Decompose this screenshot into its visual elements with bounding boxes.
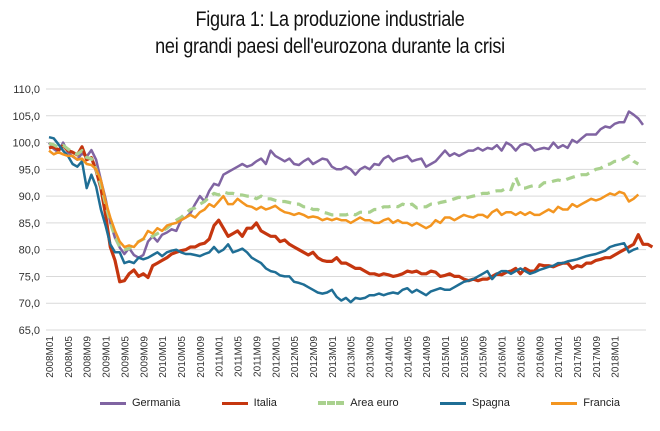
y-tick-label: 80,0	[19, 245, 40, 257]
legend-swatch	[100, 401, 126, 405]
x-tick-label: 2011M01	[215, 336, 226, 377]
x-tick-label: 2009M09	[139, 336, 150, 378]
y-tick-label: 100,0	[12, 138, 40, 150]
y-tick-label: 70,0	[19, 298, 40, 310]
legend-label: Area euro	[350, 397, 399, 409]
x-tick-label: 2015M09	[479, 336, 490, 378]
x-tick-label: 2010M09	[196, 336, 207, 378]
x-tick-label: 2009M05	[120, 336, 131, 378]
legend-item-francia: Francia	[551, 397, 620, 409]
legend-swatch	[551, 401, 578, 405]
x-tick-label: 2015M05	[460, 336, 471, 378]
x-tick-label: 2010M01	[158, 336, 169, 378]
legend-item-area-euro: Area euro	[318, 397, 399, 409]
y-axis-ticks: 65,0 70,0 75,0 80,0 85,0 90,0 95,0 100,0 105,0 11…	[12, 84, 40, 337]
legend-swatch	[439, 401, 466, 405]
legend-label: Spagna	[471, 397, 510, 409]
legend-label: Italia	[253, 397, 277, 409]
y-tick-label: 75,0	[19, 271, 40, 283]
y-tick-label: 85,0	[19, 218, 40, 230]
chart-legend: Germania Italia Area euro Spagna Francia	[100, 397, 620, 409]
legend-swatch	[318, 401, 345, 405]
series-line-francia	[48, 149, 640, 249]
x-tick-label: 2015M01	[441, 336, 452, 378]
legend-item-germania: Germania	[100, 397, 180, 409]
x-tick-label: 2013M01	[328, 336, 339, 378]
series-line-area-euro	[48, 142, 640, 252]
x-tick-label: 2013M05	[347, 336, 358, 378]
x-tick-label: 2010M05	[177, 336, 188, 378]
x-tick-label: 2016M05	[516, 336, 527, 378]
chart-title: Figura 1: La produzione industriale nei …	[46, 6, 614, 60]
legend-item-spagna: Spagna	[439, 397, 510, 409]
x-tick-label: 2012M05	[290, 336, 301, 378]
x-tick-label: 2011M05	[234, 336, 245, 377]
y-tick-label: 95,0	[19, 164, 40, 176]
x-tick-label: 2017M01	[554, 336, 565, 378]
x-tick-label: 2018M01	[611, 336, 622, 378]
x-tick-label: 2011M09	[252, 336, 263, 377]
x-tick-label: 2013M09	[366, 336, 377, 378]
y-tick-label: 105,0	[12, 111, 40, 123]
legend-label: Francia	[583, 397, 620, 409]
series-line-germania	[47, 110, 645, 259]
series-lines	[47, 110, 654, 304]
series-line-spagna	[48, 135, 639, 304]
x-tick-label: 2012M01	[271, 336, 282, 378]
y-tick-label: 90,0	[19, 191, 40, 203]
x-tick-label: 2008M05	[64, 336, 75, 378]
x-tick-label: 2012M09	[309, 336, 320, 378]
series-line-italia	[48, 144, 654, 284]
legend-label: Germania	[132, 397, 181, 409]
legend-swatch	[221, 401, 248, 405]
x-tick-label: 2014M05	[403, 336, 414, 378]
y-tick-label: 65,0	[19, 325, 40, 337]
x-tick-label: 2014M09	[422, 336, 433, 378]
x-tick-label: 2017M05	[573, 336, 584, 378]
x-tick-label: 2016M09	[535, 336, 546, 378]
chart-title-line-2: nei grandi paesi dell'eurozona durante l…	[155, 35, 505, 58]
x-tick-label: 2017M09	[592, 336, 603, 378]
y-tick-label: 110,0	[13, 84, 40, 96]
x-tick-label: 2016M01	[498, 336, 509, 378]
x-tick-label: 2009M01	[102, 336, 113, 378]
chart-title-line-1: Figura 1: La produzione industriale	[195, 8, 465, 31]
x-axis-ticks: 2008M01 2008M05 2008M09 2009M01 2009M05 2009M…	[45, 336, 622, 378]
x-tick-label: 2014M01	[384, 336, 395, 378]
legend-item-italia: Italia	[221, 397, 277, 409]
x-tick-label: 2008M01	[45, 336, 56, 378]
x-tick-label: 2008M09	[83, 336, 94, 378]
